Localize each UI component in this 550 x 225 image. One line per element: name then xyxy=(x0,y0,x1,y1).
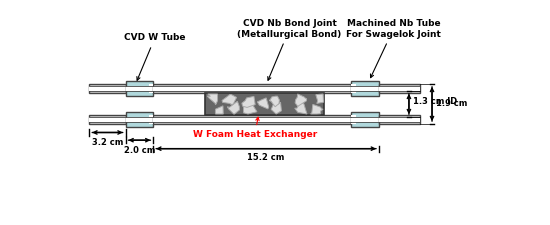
Bar xyxy=(153,84,351,93)
Bar xyxy=(148,91,153,93)
Text: 1.9 cm: 1.9 cm xyxy=(436,99,468,108)
Bar xyxy=(125,81,153,96)
Bar xyxy=(351,115,356,117)
Bar xyxy=(90,115,125,124)
Bar xyxy=(379,117,420,122)
Bar xyxy=(351,84,356,86)
Bar xyxy=(125,86,153,91)
Text: W Foam Heat Exchanger: W Foam Heat Exchanger xyxy=(193,117,317,139)
Text: 1.3 cm ID: 1.3 cm ID xyxy=(413,97,457,106)
Text: 15.2 cm: 15.2 cm xyxy=(248,153,285,162)
Bar xyxy=(153,117,351,122)
Text: CVD W Tube: CVD W Tube xyxy=(124,33,185,80)
Polygon shape xyxy=(207,94,218,104)
Polygon shape xyxy=(242,96,255,108)
Text: 2.0 cm: 2.0 cm xyxy=(124,146,155,155)
Polygon shape xyxy=(257,98,269,109)
Bar xyxy=(125,117,153,122)
Bar xyxy=(351,117,379,122)
Bar xyxy=(153,86,351,91)
Bar xyxy=(379,84,420,93)
Text: CVD Nb Bond Joint
(Metallurgical Bond): CVD Nb Bond Joint (Metallurgical Bond) xyxy=(238,19,342,80)
Bar xyxy=(90,86,125,91)
Bar xyxy=(148,122,153,124)
Polygon shape xyxy=(311,104,323,114)
Bar xyxy=(351,91,356,93)
Bar xyxy=(351,122,356,124)
Polygon shape xyxy=(222,94,236,104)
Bar xyxy=(148,115,153,117)
Polygon shape xyxy=(244,104,257,114)
Polygon shape xyxy=(295,94,307,106)
Bar xyxy=(351,81,379,96)
Bar xyxy=(90,117,125,122)
Bar xyxy=(351,86,379,91)
Polygon shape xyxy=(295,103,307,114)
Polygon shape xyxy=(316,94,323,104)
Bar xyxy=(351,112,379,127)
Bar xyxy=(205,93,324,115)
Bar xyxy=(148,84,153,86)
Polygon shape xyxy=(270,96,279,107)
Polygon shape xyxy=(216,106,223,114)
Polygon shape xyxy=(227,101,239,114)
Text: 3.2 cm: 3.2 cm xyxy=(92,138,123,147)
Bar xyxy=(379,115,420,124)
Bar xyxy=(379,86,420,91)
Bar xyxy=(125,112,153,127)
Bar xyxy=(153,115,351,124)
Text: Machined Nb Tube
For Swagelok Joint: Machined Nb Tube For Swagelok Joint xyxy=(346,19,441,78)
Polygon shape xyxy=(271,102,282,114)
Bar xyxy=(90,84,125,93)
